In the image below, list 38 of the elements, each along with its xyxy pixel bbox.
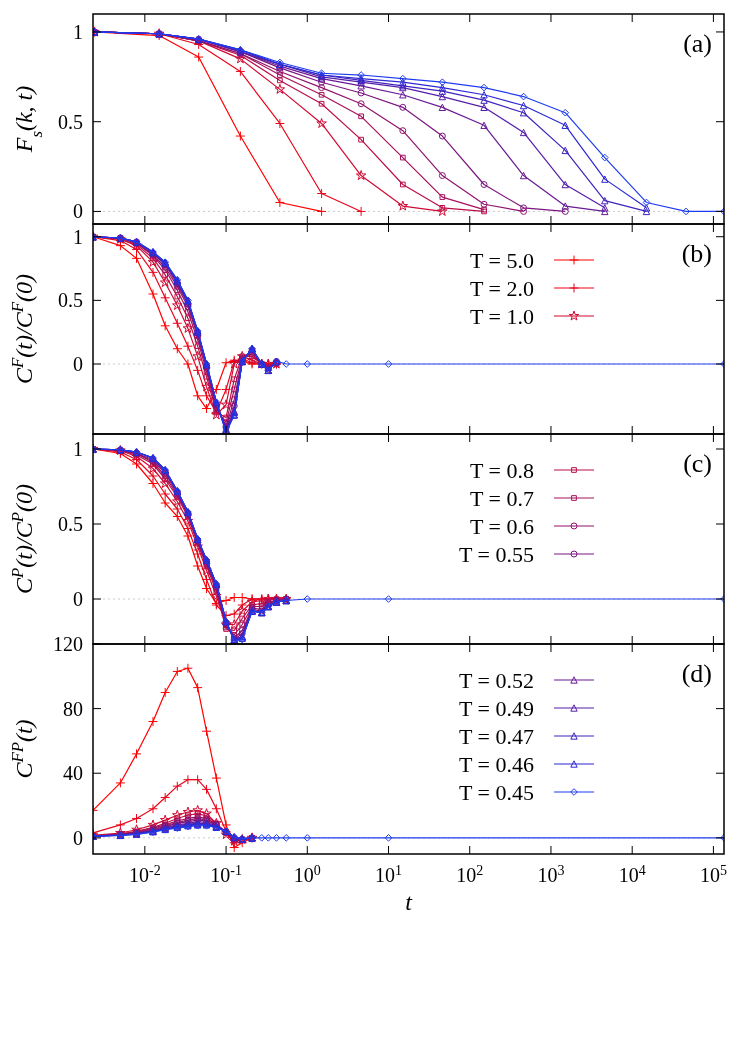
legend-label: T = 0.7 — [470, 486, 534, 511]
y-tick-label: 0 — [73, 588, 83, 610]
legend-label: T = 5.0 — [470, 248, 534, 273]
y-tick-label: 0 — [73, 353, 83, 375]
legend-label: T = 0.55 — [459, 542, 534, 567]
legend-label: T = 2.0 — [470, 276, 534, 301]
annotation: (b) — [681, 239, 712, 268]
annotation: (a) — [683, 29, 712, 58]
legend-label: T = 1.0 — [470, 304, 534, 329]
x-tick-label: 10$^{2}$ — [456, 862, 484, 886]
y-tick-label: 1 — [73, 438, 83, 460]
legend-label: T = 0.45 — [459, 780, 534, 805]
x-tick-label: 10$^{-2}$ — [129, 862, 161, 886]
annotation: (d) — [681, 659, 712, 688]
x-tick-label: 10$^{1}$ — [375, 862, 403, 886]
legend-label: T = 0.8 — [470, 458, 534, 483]
legend-label: T = 0.52 — [459, 668, 534, 693]
legend-label: T = 0.47 — [459, 724, 534, 749]
x-tick-label: 10$^{3}$ — [537, 862, 565, 886]
annotation: (c) — [683, 449, 712, 478]
y-tick-label: 0.5 — [58, 110, 83, 133]
x-tick-label: 10$^{0}$ — [293, 862, 321, 886]
legend-label: T = 0.46 — [459, 752, 534, 777]
x-axis-title: t — [405, 889, 414, 915]
x-tick-label: 10$^{5}$ — [699, 862, 727, 886]
y-tick-label: 0.5 — [58, 513, 83, 535]
y-tick-label: 1 — [73, 225, 83, 248]
x-tick-label: 10$^{-1}$ — [210, 862, 242, 886]
legend-label: T = 0.49 — [459, 696, 534, 721]
y-tick-label: 120 — [53, 633, 83, 655]
y-tick-label: 0.5 — [58, 289, 83, 312]
y-tick-label: 80 — [63, 697, 83, 720]
y-tick-label: 0 — [73, 200, 83, 223]
y-tick-label: 40 — [63, 762, 83, 785]
legend-label: T = 0.6 — [470, 514, 534, 539]
y-tick-label: 0 — [73, 826, 83, 849]
x-tick-label: 10$^{4}$ — [618, 862, 646, 886]
y-tick-label: 1 — [73, 20, 83, 43]
